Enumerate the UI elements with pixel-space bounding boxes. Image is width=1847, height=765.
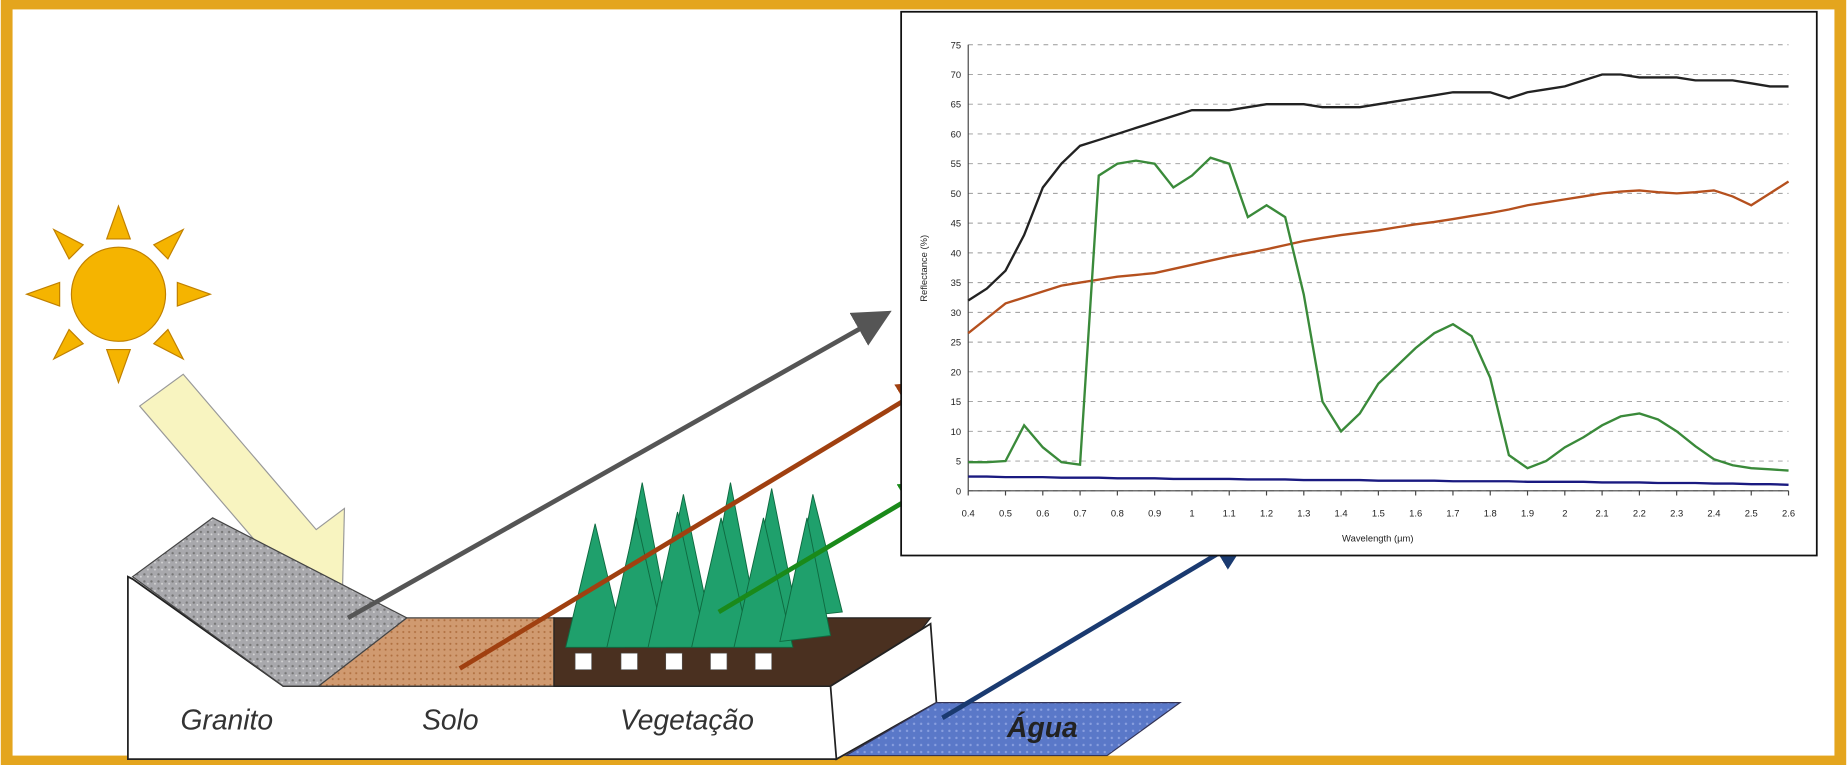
y-tick-label: 70 bbox=[951, 69, 961, 80]
scene-label: Água bbox=[1006, 711, 1078, 743]
x-tick-label: 2 bbox=[1562, 508, 1567, 519]
diagram: Granito Solo Vegetação Água Reflectance … bbox=[0, 0, 1847, 765]
y-tick-label: 25 bbox=[951, 337, 961, 348]
x-axis-label: Wavelength (µm) bbox=[1342, 532, 1413, 543]
x-tick-label: 1.6 bbox=[1409, 508, 1422, 519]
y-tick-label: 40 bbox=[951, 247, 961, 258]
y-tick-label: 10 bbox=[951, 426, 961, 437]
scene-label: Solo bbox=[422, 704, 479, 736]
x-tick-label: 2.6 bbox=[1782, 508, 1795, 519]
scene-label: Vegetação bbox=[620, 704, 754, 736]
x-tick-label: 0.7 bbox=[1074, 508, 1087, 519]
x-tick-label: 0.9 bbox=[1148, 508, 1161, 519]
x-tick-label: 1.1 bbox=[1223, 508, 1236, 519]
x-tick-label: 1.9 bbox=[1521, 508, 1534, 519]
x-tick-label: 1.4 bbox=[1335, 508, 1348, 519]
x-tick-label: 2.2 bbox=[1633, 508, 1646, 519]
y-tick-label: 20 bbox=[951, 366, 961, 377]
y-axis-label: Reflectance (%) bbox=[918, 235, 929, 302]
x-tick-label: 0.6 bbox=[1036, 508, 1049, 519]
chart-panel bbox=[901, 12, 1817, 556]
y-tick-label: 75 bbox=[951, 39, 961, 50]
y-tick-label: 50 bbox=[951, 188, 961, 199]
y-tick-label: 55 bbox=[951, 158, 961, 169]
x-tick-label: 1.8 bbox=[1484, 508, 1497, 519]
y-tick-label: 30 bbox=[951, 307, 961, 318]
y-tick-label: 0 bbox=[956, 485, 961, 496]
x-tick-label: 0.5 bbox=[999, 508, 1012, 519]
x-tick-label: 2.1 bbox=[1596, 508, 1609, 519]
x-tick-label: 1.3 bbox=[1297, 508, 1310, 519]
x-tick-label: 0.4 bbox=[962, 508, 975, 519]
y-tick-label: 60 bbox=[951, 128, 961, 139]
page: Granito Solo Vegetação Água Reflectance … bbox=[0, 0, 1847, 765]
x-tick-label: 2.4 bbox=[1707, 508, 1720, 519]
y-tick-label: 65 bbox=[951, 99, 961, 110]
x-tick-label: 1 bbox=[1189, 508, 1194, 519]
scene-label: Granito bbox=[180, 704, 273, 736]
x-tick-label: 1.5 bbox=[1372, 508, 1385, 519]
y-tick-label: 45 bbox=[951, 218, 961, 229]
y-tick-label: 35 bbox=[951, 277, 961, 288]
y-tick-label: 5 bbox=[956, 456, 961, 467]
x-tick-label: 1.2 bbox=[1260, 508, 1273, 519]
y-tick-label: 15 bbox=[951, 396, 961, 407]
x-tick-label: 1.7 bbox=[1446, 508, 1459, 519]
x-tick-label: 2.3 bbox=[1670, 508, 1683, 519]
x-tick-label: 0.8 bbox=[1111, 508, 1124, 519]
x-tick-label: 2.5 bbox=[1745, 508, 1758, 519]
